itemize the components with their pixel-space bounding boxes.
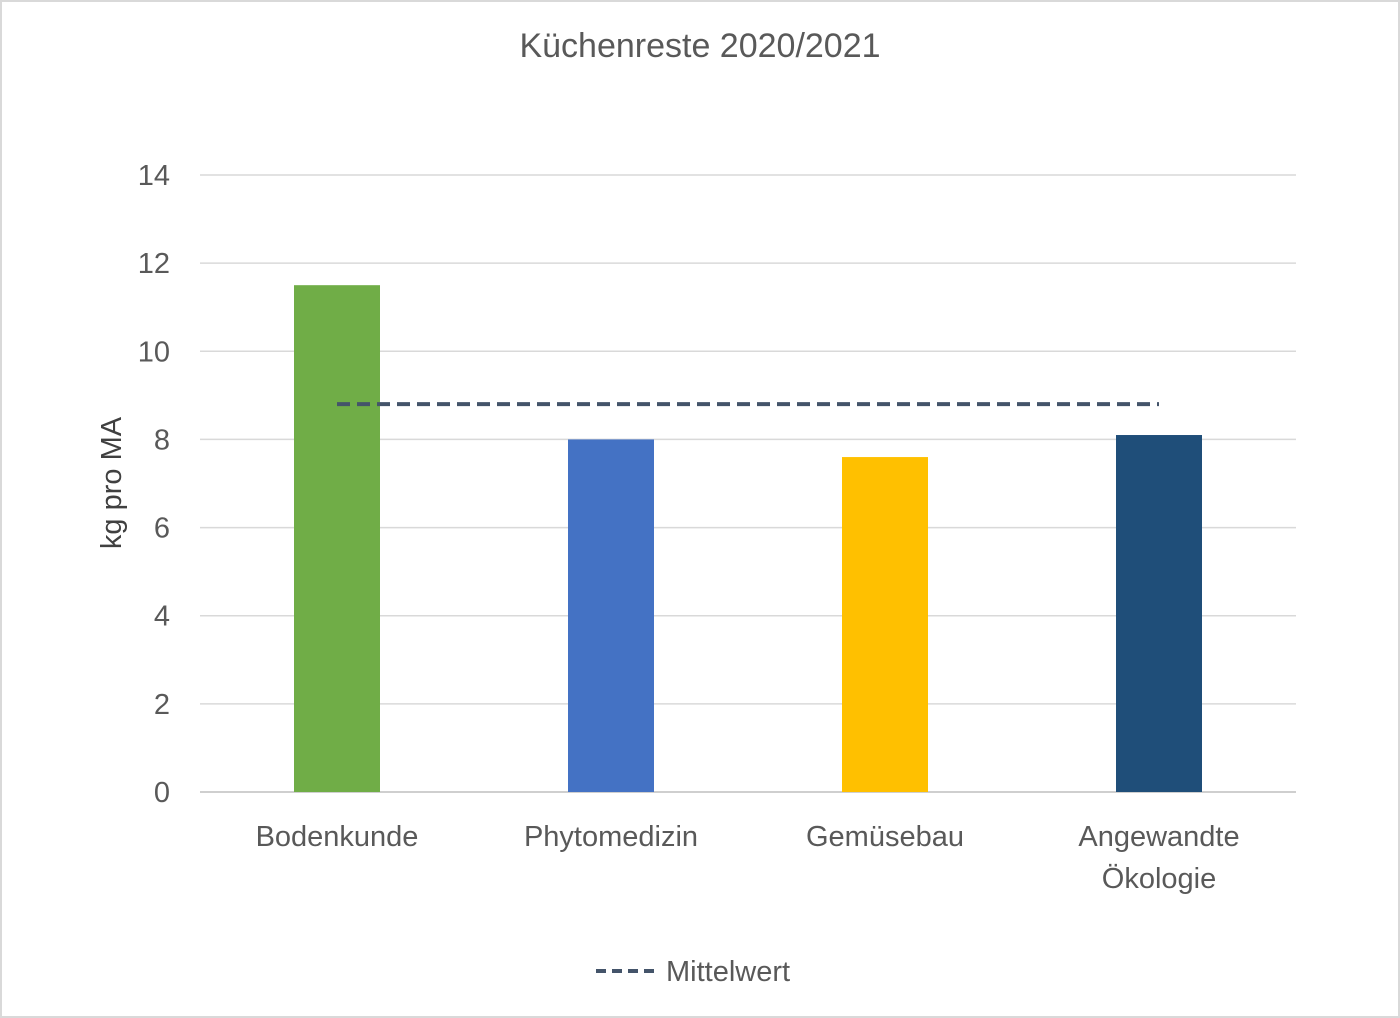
bar-bodenkunde bbox=[294, 285, 380, 792]
x-category-label: Ökologie bbox=[1102, 863, 1216, 895]
bar-gemüsebau bbox=[842, 457, 928, 792]
bar-phytomedizin bbox=[568, 439, 654, 792]
bars bbox=[294, 285, 1202, 792]
y-axis-label: kg pro MA bbox=[96, 416, 128, 549]
y-tick-label: 14 bbox=[138, 160, 170, 192]
legend: Mittelwert bbox=[596, 956, 790, 988]
y-tick-label: 4 bbox=[154, 601, 170, 633]
y-tick-label: 8 bbox=[154, 424, 170, 456]
chart-title: Küchenreste 2020/2021 bbox=[519, 27, 880, 65]
bar-angewandte-ökologie bbox=[1116, 435, 1202, 792]
x-category-label: Bodenkunde bbox=[256, 821, 419, 853]
gridlines bbox=[200, 174, 1296, 793]
x-category-label: Angewandte bbox=[1078, 821, 1239, 853]
x-category-label: Phytomedizin bbox=[524, 821, 698, 853]
y-tick-label: 0 bbox=[154, 777, 170, 809]
y-tick-label: 2 bbox=[154, 689, 170, 721]
y-tick-label: 10 bbox=[138, 336, 170, 368]
x-category-label: Gemüsebau bbox=[806, 821, 964, 853]
y-axis-ticks: 0 2 4 6 8 10 12 14 bbox=[138, 160, 170, 809]
legend-label-mittelwert: Mittelwert bbox=[666, 956, 790, 988]
x-axis-categories: Bodenkunde Phytomedizin Gemüsebau Angewandt… bbox=[256, 821, 1240, 895]
y-tick-label: 6 bbox=[154, 513, 170, 545]
y-tick-label: 12 bbox=[138, 248, 170, 280]
